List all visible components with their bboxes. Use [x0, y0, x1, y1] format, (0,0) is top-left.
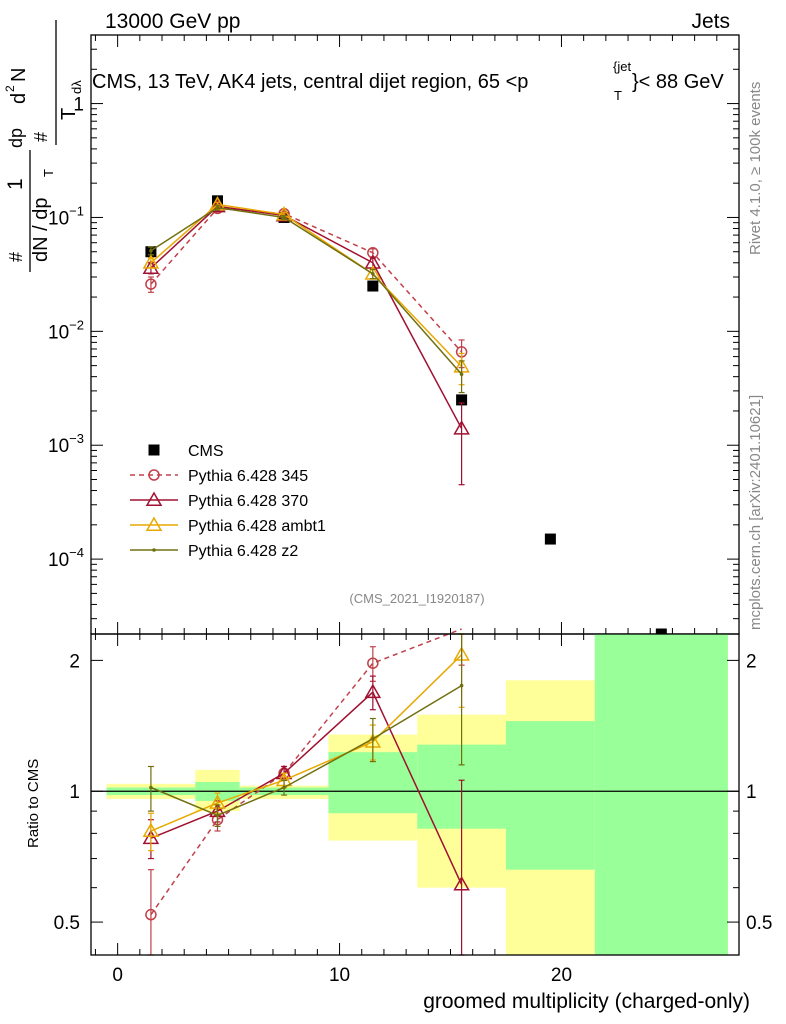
data-point-marker: [282, 215, 286, 220]
ylabel-d: d: [8, 93, 30, 104]
ylabel-n: N: [8, 68, 30, 82]
ratio-y-tick-label: 2: [69, 651, 80, 672]
data-point-marker: [145, 278, 157, 290]
title-end: }< 88 GeV: [632, 71, 724, 93]
plot-title: CMS, 13 TeV, AK4 jets, central dijet reg…: [92, 59, 724, 103]
title-sup: {jet: [613, 59, 631, 74]
legend-label: Pythia 6.428 370: [188, 493, 308, 510]
header-left: 13000 GeV pp: [105, 10, 240, 33]
data-point-marker: [364, 683, 382, 699]
x-axis-label: groomed multiplicity (charged-only): [423, 990, 750, 1013]
ylabel-hash-2: dp: [6, 128, 26, 148]
data-point-marker: [371, 737, 375, 741]
title-main: CMS, 13 TeV, AK4 jets, central dijet reg…: [92, 71, 528, 93]
series-pythia-6-428-z2: [147, 204, 465, 394]
ylabel-sub-t2: dλ: [69, 80, 84, 94]
data-point-marker: [145, 516, 163, 531]
main-panel: 1 10−1 10−2 10−3 10−4 CMS Pythia 6.428 345 Pyth…: [48, 34, 740, 955]
ylabel-sub-t1: T: [41, 169, 56, 177]
ratio-ylabel: Ratio to CMS: [25, 759, 42, 848]
data-point-marker: [459, 683, 464, 688]
ylabel-dn-dpt: dN / dp: [30, 198, 52, 262]
y-tick-label: 10−2: [48, 317, 84, 343]
ylabel-one: 1: [4, 178, 27, 190]
series-cms: [145, 195, 667, 640]
legend-marker-cms: [148, 444, 160, 456]
data-point-marker: [459, 372, 464, 377]
data-point-marker: [152, 548, 156, 552]
ratio-panel: 0 10 20 0.5 0.5 1 1 2 2: [54, 628, 772, 986]
data-point-marker: [367, 657, 379, 669]
ylabel-hash-3: #: [31, 132, 51, 142]
data-point-marker: [142, 822, 160, 838]
ylabel-hash-1: #: [6, 252, 26, 262]
x-tick-label: 0: [112, 965, 123, 986]
uncertainty-band-inner: [594, 634, 728, 955]
title-sub: T: [614, 88, 622, 103]
ratio-y-tick-label: 1: [69, 782, 80, 803]
series-line: [150, 206, 463, 375]
data-point-marker: [148, 469, 160, 481]
data-point-marker: [149, 785, 153, 790]
analysis-id: (CMS_2021_I1920187): [349, 591, 484, 606]
y-tick-label: 10−4: [48, 545, 84, 571]
data-point-marker: [142, 259, 160, 274]
ratio-y-tick-label-right: 0.5: [746, 913, 772, 934]
data-point-marker: [149, 248, 153, 253]
ratio-y-tick-label: 0.5: [54, 913, 80, 934]
y-tick-label: 10−3: [48, 431, 84, 457]
data-point-marker: [453, 876, 470, 891]
data-point-cms: [367, 280, 379, 292]
series-pythia-6-428-ambt1: [142, 195, 470, 386]
data-point-cms: [456, 394, 468, 406]
legend-label: Pythia 6.428 z2: [188, 543, 298, 560]
series-pythia-6-428-370: [142, 197, 470, 486]
series-line: [150, 628, 462, 916]
legend: CMS Pythia 6.428 345 Pythia 6.428 370 Pythi…: [130, 443, 326, 560]
data-point-marker: [371, 272, 375, 276]
ratio-y-tick-label-right: 2: [746, 651, 757, 672]
rivet-label: Rivet 4.1.0, ≥ 100k events: [747, 82, 764, 255]
legend-label: Pythia 6.428 345: [188, 468, 308, 485]
legend-label: CMS: [188, 443, 224, 460]
data-point-marker: [145, 491, 163, 506]
y-tick-label: 1: [73, 95, 84, 116]
data-point-marker: [215, 813, 220, 818]
data-point-marker: [282, 785, 286, 790]
data-point-marker: [215, 205, 220, 210]
header-right: Jets: [691, 10, 730, 33]
series-pythia-6-428-z2: [147, 633, 465, 828]
ratio-frame: [90, 633, 740, 956]
data-point-cms: [544, 533, 556, 545]
ratio-y-tick-label-right: 1: [746, 782, 757, 803]
ylabel-sup-2: 2: [3, 85, 17, 92]
uncertainty-band-inner: [505, 721, 595, 870]
uncertainty-band-inner: [328, 752, 418, 814]
main-ylabel: # 1 dN / dp T dp d 2 N # T dλ: [3, 20, 84, 272]
x-tick-label: 20: [551, 965, 572, 986]
legend-label: Pythia 6.428 ambt1: [188, 518, 326, 535]
data-point-marker: [453, 420, 470, 435]
series-line: [150, 207, 463, 353]
ylabel-dpt: T: [58, 108, 80, 120]
data-point-marker: [145, 908, 157, 921]
data-point-marker: [142, 254, 160, 269]
mcplots-label: mcplots.cern.ch [arXiv:2401.10621]: [747, 395, 764, 630]
y-tick-label: 10−1: [48, 203, 84, 229]
x-tick-label: 10: [329, 965, 350, 986]
